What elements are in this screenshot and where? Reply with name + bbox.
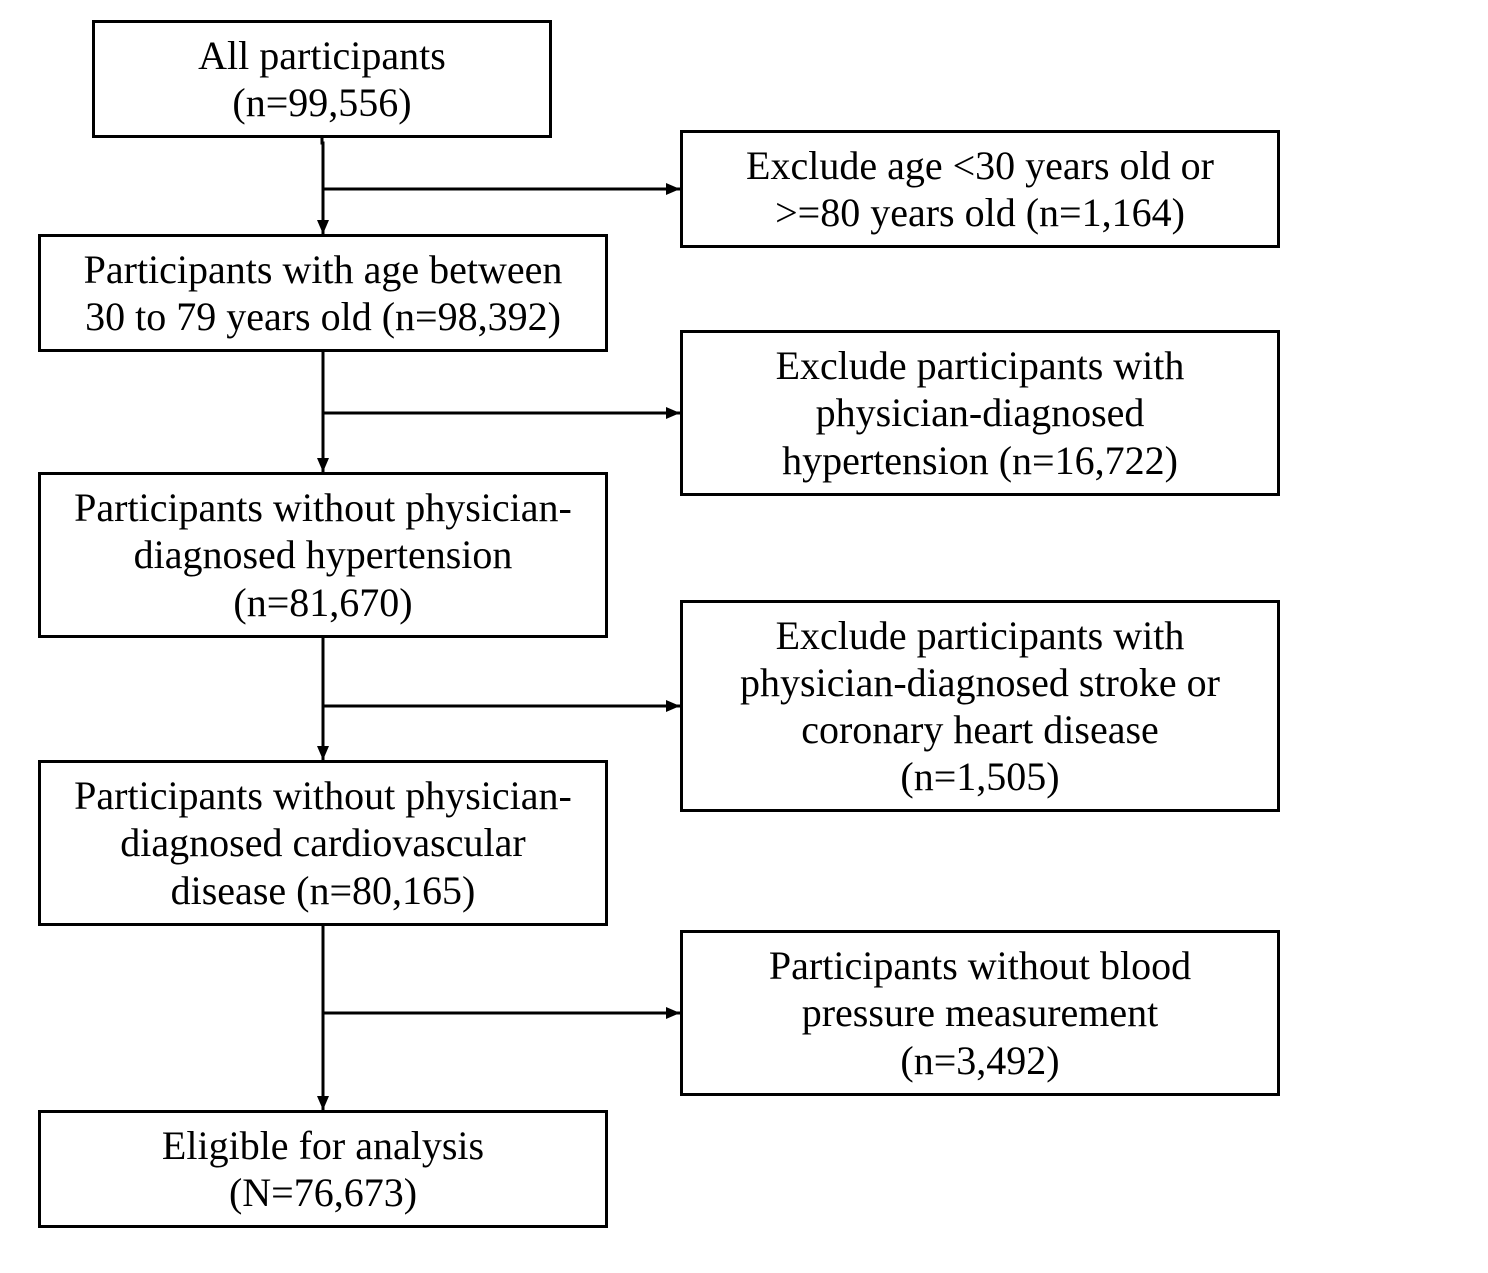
flow-node-n2: Participants with age between 30 to 79 y… xyxy=(38,234,608,352)
flow-node-e1: Exclude age <30 years old or >=80 years … xyxy=(680,130,1280,248)
flow-node-n1: All participants (n=99,556) xyxy=(92,20,552,138)
flow-node-e2: Exclude participants with physician-diag… xyxy=(680,330,1280,496)
flow-node-n4: Participants without physician- diagnose… xyxy=(38,760,608,926)
flow-node-e3: Exclude participants with physician-diag… xyxy=(680,600,1280,812)
flow-node-n3: Participants without physician- diagnose… xyxy=(38,472,608,638)
flowchart-canvas: All participants (n=99,556) Participants … xyxy=(0,0,1488,1273)
flow-node-n5: Eligible for analysis (N=76,673) xyxy=(38,1110,608,1228)
flow-node-e4: Participants without blood pressure meas… xyxy=(680,930,1280,1096)
